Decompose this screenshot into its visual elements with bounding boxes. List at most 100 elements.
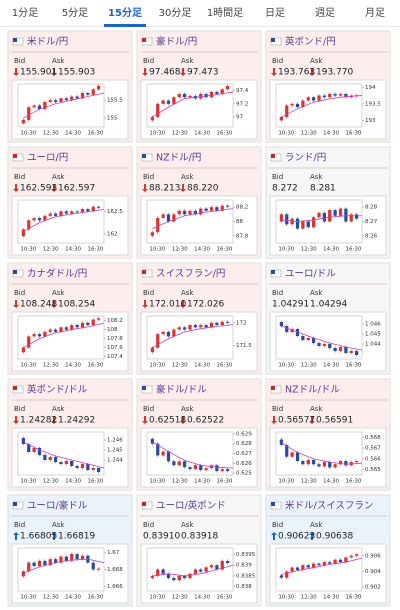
pair-name[interactable]: 英ポンド/円 [285, 36, 336, 48]
trend-arrow [51, 68, 57, 76]
y-tick-label: 8.27 [365, 219, 378, 225]
x-tick-label: 16:30 [345, 479, 361, 485]
candle-body [150, 347, 154, 353]
tab[interactable] [50, 0, 100, 26]
x-tick-label: 14:30 [194, 247, 210, 253]
rate-tile[interactable]: NZドル/ドル Bid Ask 0.56577 0.56591 0.568 0.567 0.5… [265, 378, 391, 491]
candle-body [215, 322, 219, 326]
rate-tile[interactable]: ユーロ/豪ドル Bid Ask 1.66805 1.66819 1.67 1.668 1.66… [7, 494, 133, 607]
pair-name[interactable]: スイスフラン/円 [156, 269, 225, 280]
moving-average-line [23, 441, 105, 469]
rate-tile[interactable]: ランド/円 Bid Ask 8.272 8.281 8.28 8.27 8.26 10:30 12… [265, 146, 391, 259]
tab-label[interactable]: 15分足 [108, 6, 143, 19]
bid-value: 88.213 [149, 184, 181, 194]
y-tick-label: 1.044 [365, 342, 381, 348]
rate-tile[interactable]: ユーロ/円 Bid Ask 162.593 162.597 162.5 162 10:30 12… [7, 146, 133, 259]
rate-tile[interactable]: スイスフラン/円 Bid Ask 172.010 172.026 172 171.5 10:3… [136, 262, 262, 375]
moving-average-line [281, 95, 363, 118]
tab[interactable] [100, 0, 150, 26]
tab[interactable] [350, 0, 400, 26]
trend-arrow [271, 416, 277, 424]
candle-body [344, 557, 348, 563]
pair-name[interactable]: ユーロ/円 [27, 153, 68, 164]
candle-body [312, 217, 316, 228]
tab-label[interactable]: 1分足 [12, 7, 38, 19]
candle-body [150, 575, 154, 579]
ask-value: 8.281 [310, 184, 336, 194]
tab-label[interactable]: 5分足 [62, 7, 88, 19]
tab[interactable] [250, 0, 300, 26]
rate-tile[interactable]: カナダドル/円 Bid Ask 108.248 108.254 108.2 108 107.8… [7, 262, 133, 375]
candle-body [355, 554, 359, 556]
pair-name[interactable]: 米ドル/スイスフラン [285, 500, 373, 512]
candle-body [215, 465, 219, 472]
tab-label[interactable]: 日足 [265, 7, 285, 19]
ask-value: 155.903 [58, 68, 95, 78]
pair-name[interactable]: ユーロ/英ポンド [156, 500, 226, 512]
pair-name[interactable]: カナダドル/円 [27, 268, 87, 280]
rate-tile[interactable]: 豪ドル/ドル Bid Ask 0.62518 0.62522 0.629 0.628 0.62… [136, 378, 262, 491]
pair-name[interactable]: ユーロ/ドル [285, 269, 336, 280]
rate-tile[interactable]: 英ポンド/円 Bid Ask 193.763 193.770 194 193.5 193 10:… [265, 30, 391, 143]
tab-label[interactable]: 月足 [365, 7, 385, 19]
candle-body [344, 208, 348, 222]
rate-tile[interactable]: 米ドル/円 Bid Ask 155.901 155.903 155.5 155 10:30 12… [7, 30, 133, 143]
candle-body [86, 322, 90, 326]
pair-name[interactable]: ランド/円 [285, 153, 326, 164]
tab-label[interactable]: 週足 [315, 7, 335, 19]
pair-name[interactable]: 豪ドル/ドル [156, 384, 207, 396]
tab[interactable] [0, 0, 50, 26]
chart-panel [140, 543, 258, 604]
tab-label[interactable]: 30分足 [159, 7, 192, 19]
candle-body [279, 117, 283, 121]
tab-label[interactable]: 1時間足 [207, 7, 243, 19]
trend-arrow [309, 532, 315, 540]
candle-body [161, 451, 165, 456]
tab[interactable] [300, 0, 350, 26]
y-tick-label: 0.625 [236, 471, 252, 477]
candle-body [91, 562, 95, 570]
trend-arrow [13, 532, 19, 540]
rate-tile[interactable]: 英ポンド/ドル Bid Ask 1.24282 1.24292 1.246 1.245 1.2… [7, 378, 133, 491]
pair-name[interactable]: ユーロ/豪ドル [27, 500, 88, 512]
rate-tile[interactable]: 米ドル/スイスフラン Bid Ask 0.90623 0.90638 0.906 0.904… [265, 494, 391, 607]
ask-label: Ask [52, 173, 65, 181]
bid-label: Bid [14, 289, 25, 297]
pair-name[interactable]: NZドル/円 [156, 153, 201, 164]
y-tick-label: 107.8 [107, 336, 123, 342]
plot-frame [275, 83, 363, 128]
pair-name[interactable]: NZドル/ドル [285, 385, 340, 396]
candle-body [166, 451, 171, 462]
ask-label: Ask [181, 173, 194, 181]
candle-body [338, 559, 343, 563]
candle-body [193, 569, 197, 574]
candle-body [279, 214, 283, 222]
candle-body [156, 569, 160, 576]
tab[interactable] [150, 0, 200, 26]
ask-label: Ask [52, 57, 65, 65]
tab[interactable] [200, 0, 250, 26]
candle-body [172, 461, 176, 466]
ask-value: 0.56591 [316, 416, 353, 426]
trend-arrow [13, 68, 19, 76]
candle-body [204, 325, 208, 328]
candle-body [322, 344, 326, 346]
bid-value: 1.24282 [20, 416, 57, 426]
candle-body [328, 344, 332, 348]
x-tick-label: 10:30 [278, 131, 294, 137]
candle-body [27, 444, 31, 452]
candle-body [166, 573, 171, 579]
pair-name[interactable]: 米ドル/円 [27, 36, 68, 48]
y-tick-label: 162 [107, 231, 118, 237]
plot-frame [275, 547, 363, 592]
y-tick-label: 108.2 [107, 318, 123, 324]
pair-name[interactable]: 英ポンド/ドル [27, 384, 88, 396]
candle-body [199, 325, 203, 328]
ask-label: Ask [310, 57, 323, 65]
candle-body [220, 560, 224, 570]
pair-name[interactable]: 豪ドル/円 [156, 36, 197, 48]
